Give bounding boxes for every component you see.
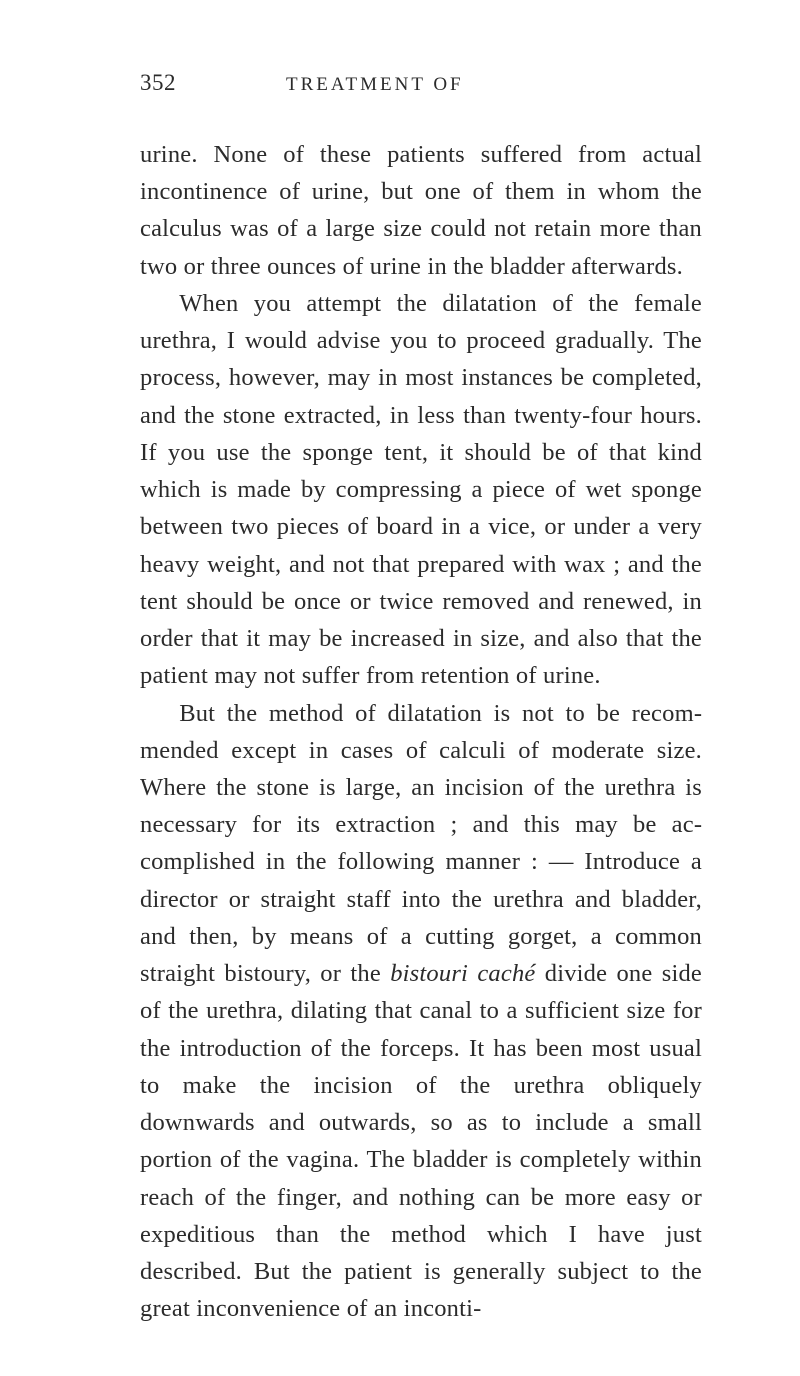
paragraph-1: urine. None of these patients suffered f… [140,136,702,285]
paragraph-3: But the method of dilatation is not to b… [140,695,702,1328]
body-text: urine. None of these patients suffered f… [140,136,702,1328]
paragraph-3-part-b: divide one side of the urethra, dilating… [140,960,702,1322]
page-number: 352 [140,70,176,96]
paragraph-3-part-a: But the method of dilatation is not to b… [140,700,702,988]
running-title: TREATMENT OF [286,74,464,96]
paragraph-3-italic-term: bistouri caché [390,960,535,987]
page-header: 352 TREATMENT OF [140,70,702,96]
paragraph-2: When you attempt the dilatation of the f… [140,285,702,695]
page: 352 TREATMENT OF urine. None of these pa… [0,0,800,1376]
